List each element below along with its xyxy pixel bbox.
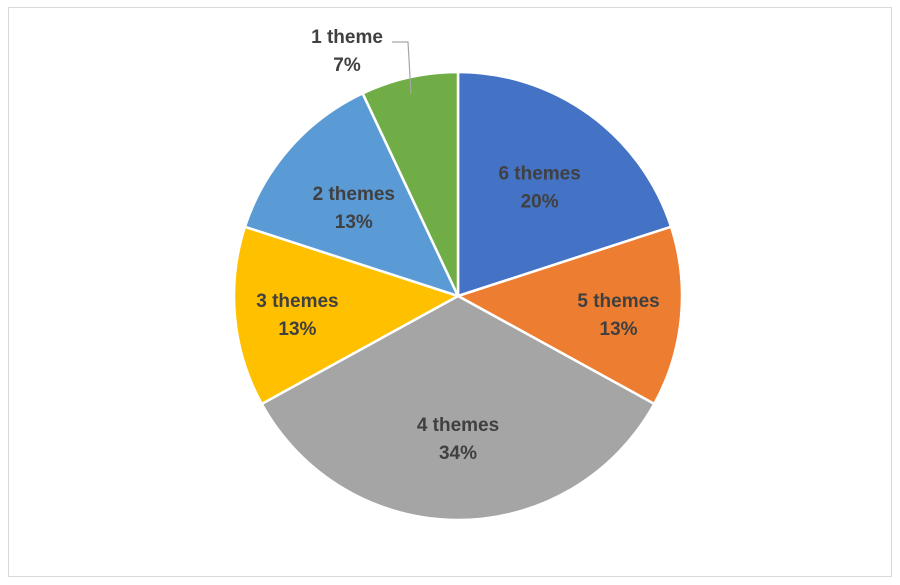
leader-line [392, 41, 412, 95]
slice-percent: 13% [278, 319, 316, 340]
pie-slice-2-themes [243, 91, 461, 299]
slice-percent: 20% [521, 192, 559, 213]
slice-label: 6 themes [498, 164, 580, 185]
pie-slice-6-themes [456, 70, 673, 298]
pie-slice-5-themes [454, 225, 684, 406]
slice-percent: 34% [439, 443, 477, 464]
pie-slice-3-themes [232, 225, 462, 406]
pie-slice-4-themes [260, 294, 656, 522]
slice-label: 4 themes [417, 415, 499, 436]
pie-slice-1-theme [360, 70, 460, 297]
slice-label: 1 theme [311, 27, 383, 48]
slice-label: 5 themes [577, 291, 659, 312]
slice-percent: 13% [600, 319, 638, 340]
slice-label: 2 themes [313, 184, 395, 205]
slice-label: 3 themes [256, 291, 338, 312]
slice-percent: 7% [333, 55, 361, 76]
slice-percent: 13% [335, 212, 373, 233]
